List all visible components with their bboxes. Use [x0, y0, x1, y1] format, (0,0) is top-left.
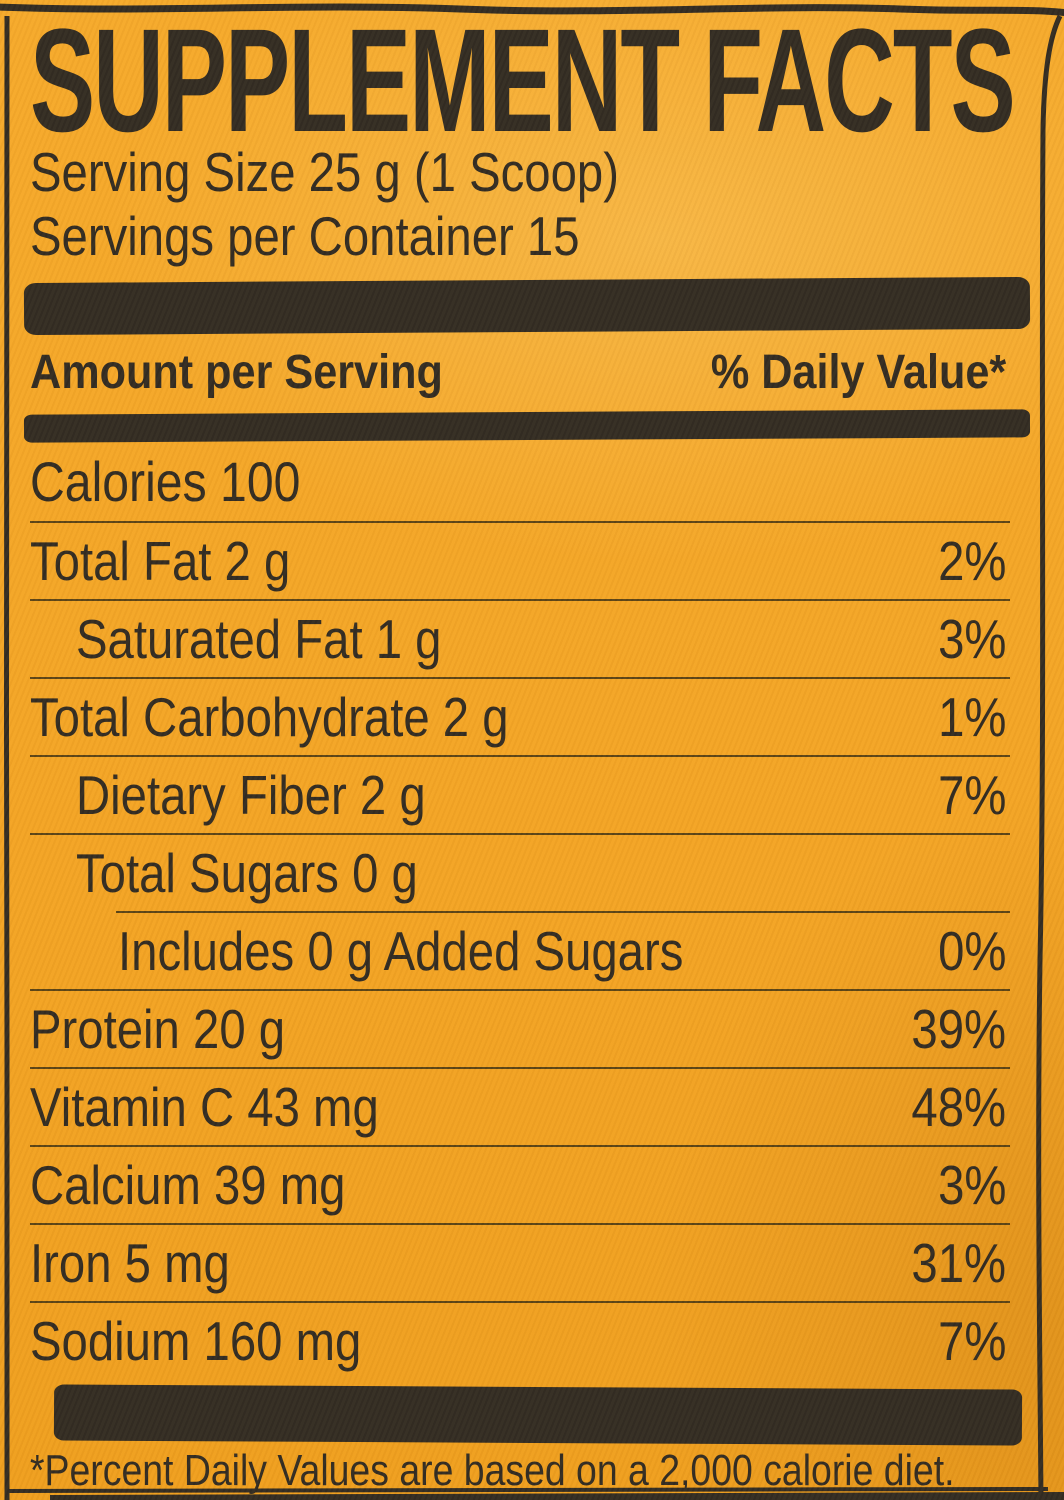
- column-header-row: Amount per Serving % Daily Value*: [30, 332, 1006, 412]
- nutrient-daily-value: 39%: [911, 998, 1006, 1060]
- servings-per-container: Servings per Container 15: [30, 204, 1006, 268]
- serving-size-text: Serving Size 25 g (1 Scoop): [30, 141, 619, 203]
- nutrient-daily-value: 2%: [937, 530, 1006, 592]
- column-header-amount: Amount per Serving: [30, 345, 443, 399]
- nutrient-daily-value: 3%: [937, 1154, 1006, 1216]
- label-content: SUPPLEMENT FACTS Serving Size 25 g (1 Sc…: [23, 0, 1031, 1497]
- label-right-border: [1036, 14, 1063, 1500]
- calories-row: Calories 100: [30, 440, 1006, 522]
- nutrient-daily-value: 0%: [937, 920, 1006, 982]
- nutrient-row: Saturated Fat 1 g 3%: [30, 599, 1010, 678]
- label-title-text: SUPPLEMENT FACTS: [30, 0, 1016, 163]
- nutrient-daily-value: 1%: [937, 686, 1006, 748]
- nutrient-row: Dietary Fiber 2 g 7%: [30, 755, 1010, 834]
- nutrient-daily-value: 7%: [937, 764, 1006, 826]
- nutrient-row: Total Carbohydrate 2 g 1%: [30, 677, 1010, 756]
- nutrient-row: Iron 5 mg 31%: [30, 1223, 1010, 1302]
- nutrient-name: Iron 5 mg: [30, 1232, 230, 1294]
- nutrient-name: Dietary Fiber 2 g: [76, 764, 426, 826]
- nutrient-name: Includes 0 g Added Sugars: [118, 920, 684, 982]
- calories-text: Calories 100: [30, 449, 301, 513]
- footnote: *Percent Daily Values are based on a 2,0…: [30, 1445, 1006, 1497]
- nutrient-row: Total Fat 2 g 2%: [30, 521, 1010, 600]
- label-title: SUPPLEMENT FACTS: [30, 8, 1016, 155]
- nutrient-daily-value: 48%: [911, 1076, 1006, 1138]
- nutrient-name: Protein 20 g: [30, 998, 286, 1060]
- nutrient-daily-value: 31%: [911, 1232, 1006, 1294]
- nutrient-row: Calcium 39 mg 3%: [30, 1145, 1010, 1224]
- column-header-daily-value: % Daily Value*: [710, 345, 1006, 399]
- nutrient-name: Vitamin C 43 mg: [30, 1076, 379, 1138]
- nutrient-name: Calcium 39 mg: [30, 1154, 346, 1216]
- serving-size: Serving Size 25 g (1 Scoop): [30, 140, 1006, 204]
- nutrient-name: Total Carbohydrate 2 g: [30, 686, 509, 748]
- nutrient-name: Sodium 160 mg: [30, 1310, 362, 1372]
- footnote-text: *Percent Daily Values are based on a 2,0…: [30, 1446, 955, 1495]
- nutrient-daily-value: 7%: [937, 1310, 1006, 1372]
- nutrient-row: Includes 0 g Added Sugars 0%: [30, 911, 1010, 990]
- servings-per-container-text: Servings per Container 15: [30, 205, 580, 267]
- nutrient-name: Total Sugars 0 g: [76, 842, 418, 904]
- separator-bar-thick-bottom: [53, 1384, 1023, 1446]
- nutrient-name: Total Fat 2 g: [30, 530, 291, 592]
- nutrient-row: Protein 20 g 39%: [30, 989, 1010, 1068]
- separator-bar-header: [23, 409, 1031, 443]
- separator-bar-thick-top: [23, 276, 1031, 336]
- nutrient-row: Vitamin C 43 mg 48%: [30, 1067, 1010, 1146]
- nutrient-row: Sodium 160 mg 7%: [30, 1301, 1010, 1380]
- label-left-border: [3, 15, 11, 1500]
- nutrient-row: Total Sugars 0 g: [30, 833, 1010, 912]
- nutrient-rows: Total Fat 2 g 2% Saturated Fat 1 g 3% Total …: [30, 521, 1010, 1380]
- nutrient-name: Saturated Fat 1 g: [76, 608, 442, 670]
- nutrient-daily-value: 3%: [937, 608, 1006, 670]
